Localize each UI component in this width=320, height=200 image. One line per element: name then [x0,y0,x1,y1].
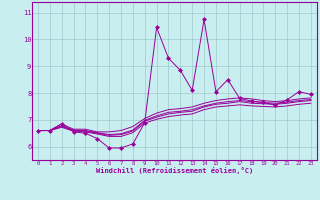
X-axis label: Windchill (Refroidissement éolien,°C): Windchill (Refroidissement éolien,°C) [96,167,253,174]
